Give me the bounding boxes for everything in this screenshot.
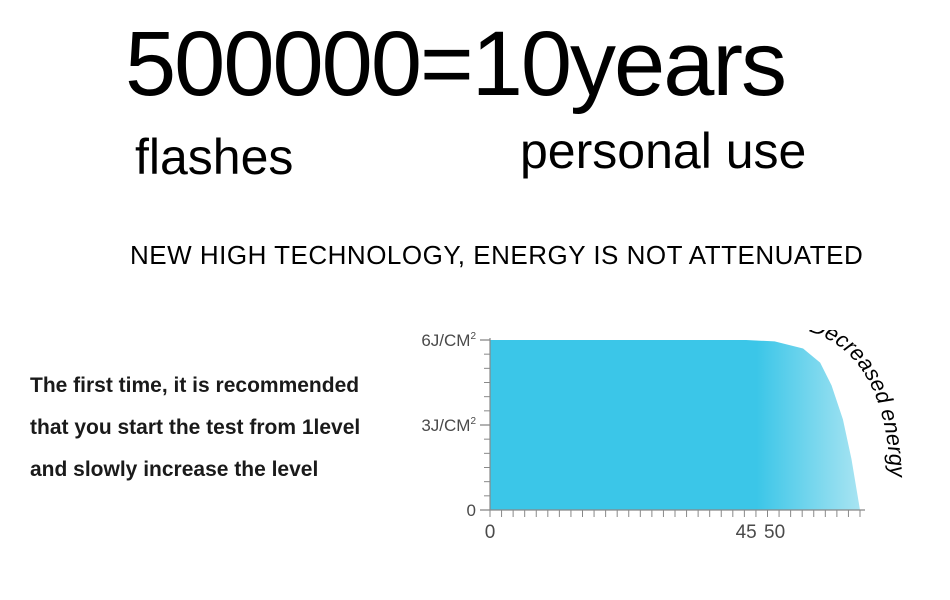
chart-svg: 03J/CM26J/CM204550Decreased energy (420, 330, 930, 580)
energy-chart: 03J/CM26J/CM204550Decreased energy (420, 330, 930, 580)
x-tick-label: 50 (764, 522, 785, 543)
tagline-text: NEW HIGH TECHNOLOGY, ENERGY IS NOT ATTEN… (130, 240, 863, 271)
y-tick-label: 3J/CM2 (421, 416, 476, 435)
x-tick-label: 0 (485, 522, 496, 543)
sublabel-left: flashes (135, 128, 293, 186)
x-tick-label: 45 (736, 522, 757, 543)
chart-area (490, 340, 860, 510)
y-tick-label: 0 (467, 501, 476, 520)
sublabel-right: personal use (520, 122, 806, 180)
headline-text: 500000=10years (125, 18, 785, 110)
y-tick-label: 6J/CM2 (421, 331, 476, 350)
description-text: The first time, it is recommended that y… (30, 365, 400, 491)
